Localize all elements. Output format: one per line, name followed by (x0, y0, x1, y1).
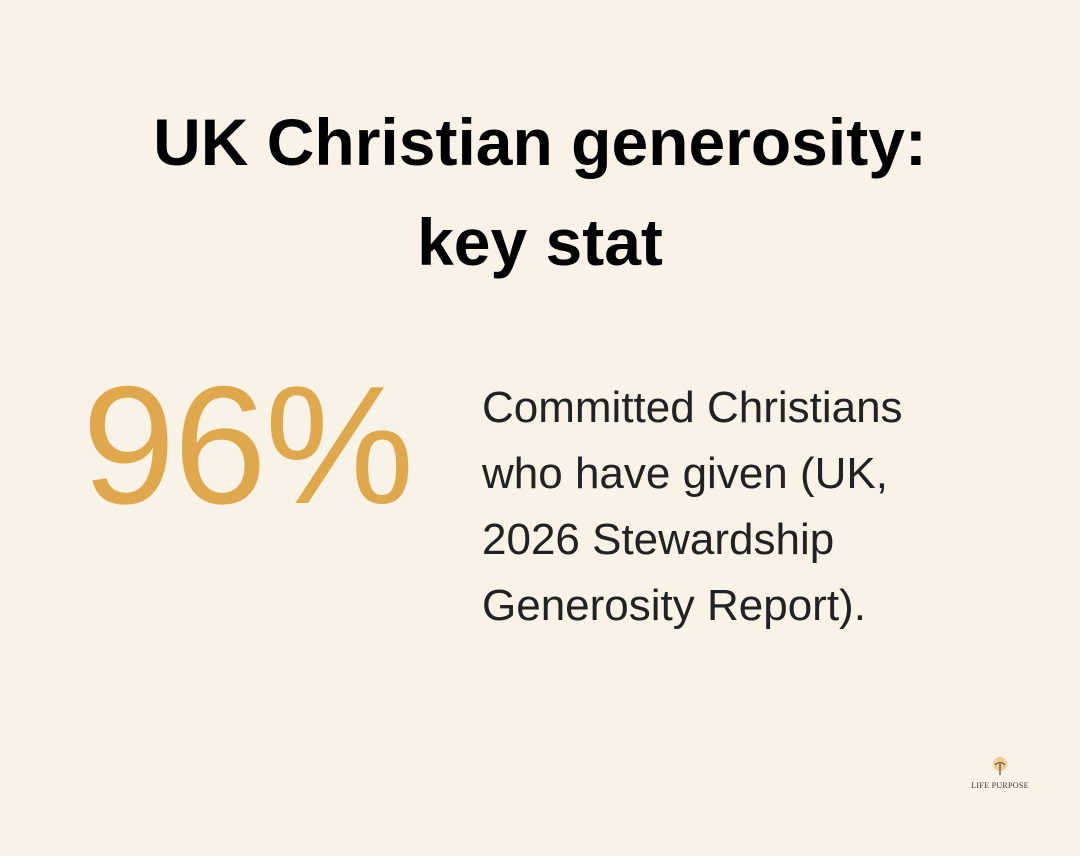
title-line: key stat (417, 205, 663, 279)
stat-value: 96% (82, 351, 414, 539)
description-line: Generosity Report). (482, 581, 866, 630)
description-line: 2026 Stewardship (482, 515, 835, 564)
logo: LIFE PURPOSE (960, 756, 1040, 790)
stat-description: Committed Christians who have given (UK,… (482, 375, 903, 639)
logo-icon (993, 757, 1007, 775)
description-line: Committed Christians (482, 383, 903, 432)
title-line: UK Christian generosity: (153, 105, 927, 179)
description-line: who have given (UK, (482, 449, 888, 498)
logo-text: LIFE PURPOSE (971, 781, 1029, 790)
title: UK Christian generosity: key stat (0, 92, 1080, 292)
